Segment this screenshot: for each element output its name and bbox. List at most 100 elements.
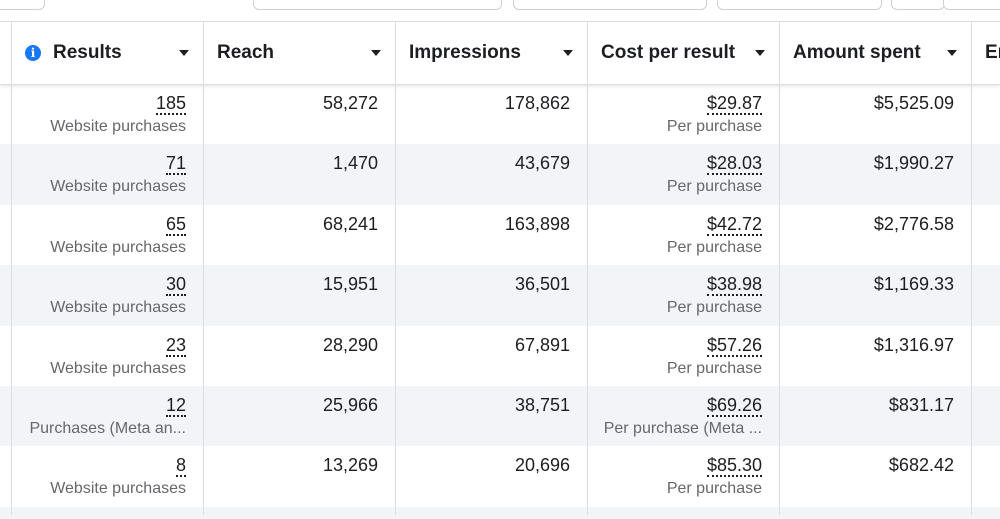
cell-amount-spent: $831.17 — [780, 386, 971, 446]
cost-type: Per purchase — [666, 238, 762, 256]
cell-cost-per-result: $85.30 Per purchase — [588, 446, 779, 506]
table-row-partial — [0, 506, 1000, 519]
cost-value[interactable]: $29.87 — [706, 93, 762, 115]
reach-value: 1,470 — [332, 153, 378, 174]
table-row[interactable]: 12 Purchases (Meta an... 25,966 38,751 $… — [0, 385, 1000, 447]
cell-impressions: 36,501 — [396, 265, 587, 325]
table-header: i Results Reach Impressions Cost per res… — [0, 21, 1000, 85]
cell-cost-per-result: $38.98 Per purchase — [588, 265, 779, 325]
toolbar-button[interactable] — [253, 0, 502, 10]
impressions-value: 36,501 — [514, 274, 570, 295]
cell-cost-per-result: $69.26 Per purchase (Meta ... — [588, 386, 779, 446]
column-header-impressions[interactable]: Impressions — [396, 22, 587, 84]
cell-amount-spent: $1,990.27 — [780, 144, 971, 204]
cell-impressions: 178,862 — [396, 84, 587, 144]
cell-reach: 15,951 — [204, 265, 395, 325]
toolbar — [0, 0, 1000, 14]
toolbar-button[interactable] — [717, 0, 882, 10]
results-value[interactable]: 23 — [165, 334, 186, 357]
column-header-amount-spent[interactable]: Amount spent — [780, 22, 971, 84]
results-type: Website purchases — [50, 238, 186, 256]
cell-cost-per-result: $42.72 Per purchase — [588, 205, 779, 265]
results-value[interactable]: 71 — [165, 153, 186, 176]
results-value[interactable]: 65 — [165, 213, 186, 236]
results-value[interactable]: 12 — [165, 394, 186, 417]
results-value[interactable]: 30 — [165, 274, 186, 297]
caret-down-icon[interactable] — [947, 50, 957, 56]
spent-value: $682.42 — [888, 455, 954, 476]
column-header-results[interactable]: i Results — [12, 22, 203, 84]
impressions-value: 38,751 — [514, 394, 570, 415]
cell-impressions: 163,898 — [396, 205, 587, 265]
cell-amount-spent: $2,776.58 — [780, 205, 971, 265]
spent-value: $2,776.58 — [873, 213, 954, 234]
spent-value: $1,316.97 — [873, 334, 954, 355]
caret-down-icon[interactable] — [755, 50, 765, 56]
column-divider — [779, 21, 780, 515]
results-value[interactable]: 8 — [175, 455, 186, 478]
toolbar-button[interactable] — [513, 0, 707, 10]
table-row[interactable]: 71 Website purchases 1,470 43,679 $28.03… — [0, 144, 1000, 205]
column-header-reach[interactable]: Reach — [204, 22, 395, 84]
spent-value: $5,525.09 — [873, 93, 954, 113]
toolbar-button[interactable] — [0, 0, 45, 10]
info-icon[interactable]: i — [25, 45, 41, 61]
reach-value: 68,241 — [322, 213, 378, 234]
column-header-cost-per-result[interactable]: Cost per result — [588, 22, 779, 84]
caret-down-icon[interactable] — [563, 50, 573, 56]
impressions-value: 20,696 — [514, 455, 570, 476]
caret-down-icon[interactable] — [371, 50, 381, 56]
cell-amount-spent: $1,316.97 — [780, 326, 971, 386]
column-header-label: Results — [53, 42, 122, 63]
table-row[interactable]: 8 Website purchases 13,269 20,696 $85.30… — [0, 446, 1000, 506]
reach-value: 25,966 — [322, 394, 378, 415]
spent-value: $1,169.33 — [873, 274, 954, 295]
cost-type: Per purchase — [666, 299, 762, 317]
table-body: 185 Website purchases 58,272 178,862 $29… — [0, 84, 1000, 519]
cell-cost-per-result: $57.26 Per purchase — [588, 326, 779, 386]
results-type: Website purchases — [50, 480, 186, 498]
cell-results: 12 Purchases (Meta an... — [12, 386, 203, 446]
table-row[interactable]: 185 Website purchases 58,272 178,862 $29… — [0, 84, 1000, 144]
cell-reach: 25,966 — [204, 386, 395, 446]
cell-impressions: 20,696 — [396, 446, 587, 506]
spent-value: $831.17 — [888, 394, 954, 415]
cell-results: 30 Website purchases — [12, 265, 203, 325]
caret-down-icon[interactable] — [179, 50, 189, 56]
cost-value[interactable]: $69.26 — [706, 394, 762, 417]
cost-value[interactable]: $85.30 — [706, 455, 762, 478]
column-header-label: Impressions — [409, 42, 521, 63]
reach-value: 13,269 — [322, 455, 378, 476]
cell-results: 23 Website purchases — [12, 326, 203, 386]
results-type: Website purchases — [50, 359, 186, 377]
column-header-next[interactable]: Er — [972, 22, 1000, 84]
spent-value: $1,990.27 — [873, 153, 954, 174]
cell-reach: 13,269 — [204, 446, 395, 506]
toolbar-button[interactable] — [943, 0, 1000, 10]
cost-value[interactable]: $38.98 — [706, 274, 762, 297]
cell-results: 185 Website purchases — [12, 84, 203, 144]
column-divider — [587, 21, 588, 515]
cost-type: Per purchase — [666, 118, 762, 135]
table-row[interactable]: 23 Website purchases 28,290 67,891 $57.2… — [0, 326, 1000, 386]
cell-impressions: 38,751 — [396, 386, 587, 446]
column-header-label: Reach — [217, 42, 275, 63]
column-header-label: Cost per result — [601, 42, 736, 63]
cost-value[interactable]: $57.26 — [706, 334, 762, 357]
toolbar-button[interactable] — [891, 0, 945, 10]
reach-value: 58,272 — [322, 93, 378, 113]
table-row[interactable]: 65 Website purchases 68,241 163,898 $42.… — [0, 205, 1000, 265]
results-value[interactable]: 185 — [155, 93, 186, 115]
cost-value[interactable]: $28.03 — [706, 153, 762, 176]
impressions-value: 67,891 — [514, 334, 570, 355]
impressions-value: 163,898 — [504, 213, 570, 234]
cost-type: Per purchase — [666, 480, 762, 498]
cell-cost-per-result: $29.87 Per purchase — [588, 84, 779, 144]
cell-reach: 58,272 — [204, 84, 395, 144]
cost-type: Per purchase — [666, 178, 762, 196]
reach-value: 28,290 — [322, 334, 378, 355]
cell-results: 8 Website purchases — [12, 446, 203, 506]
cell-results: 71 Website purchases — [12, 144, 203, 204]
table-row[interactable]: 30 Website purchases 15,951 36,501 $38.9… — [0, 265, 1000, 326]
cost-value[interactable]: $42.72 — [706, 213, 762, 236]
